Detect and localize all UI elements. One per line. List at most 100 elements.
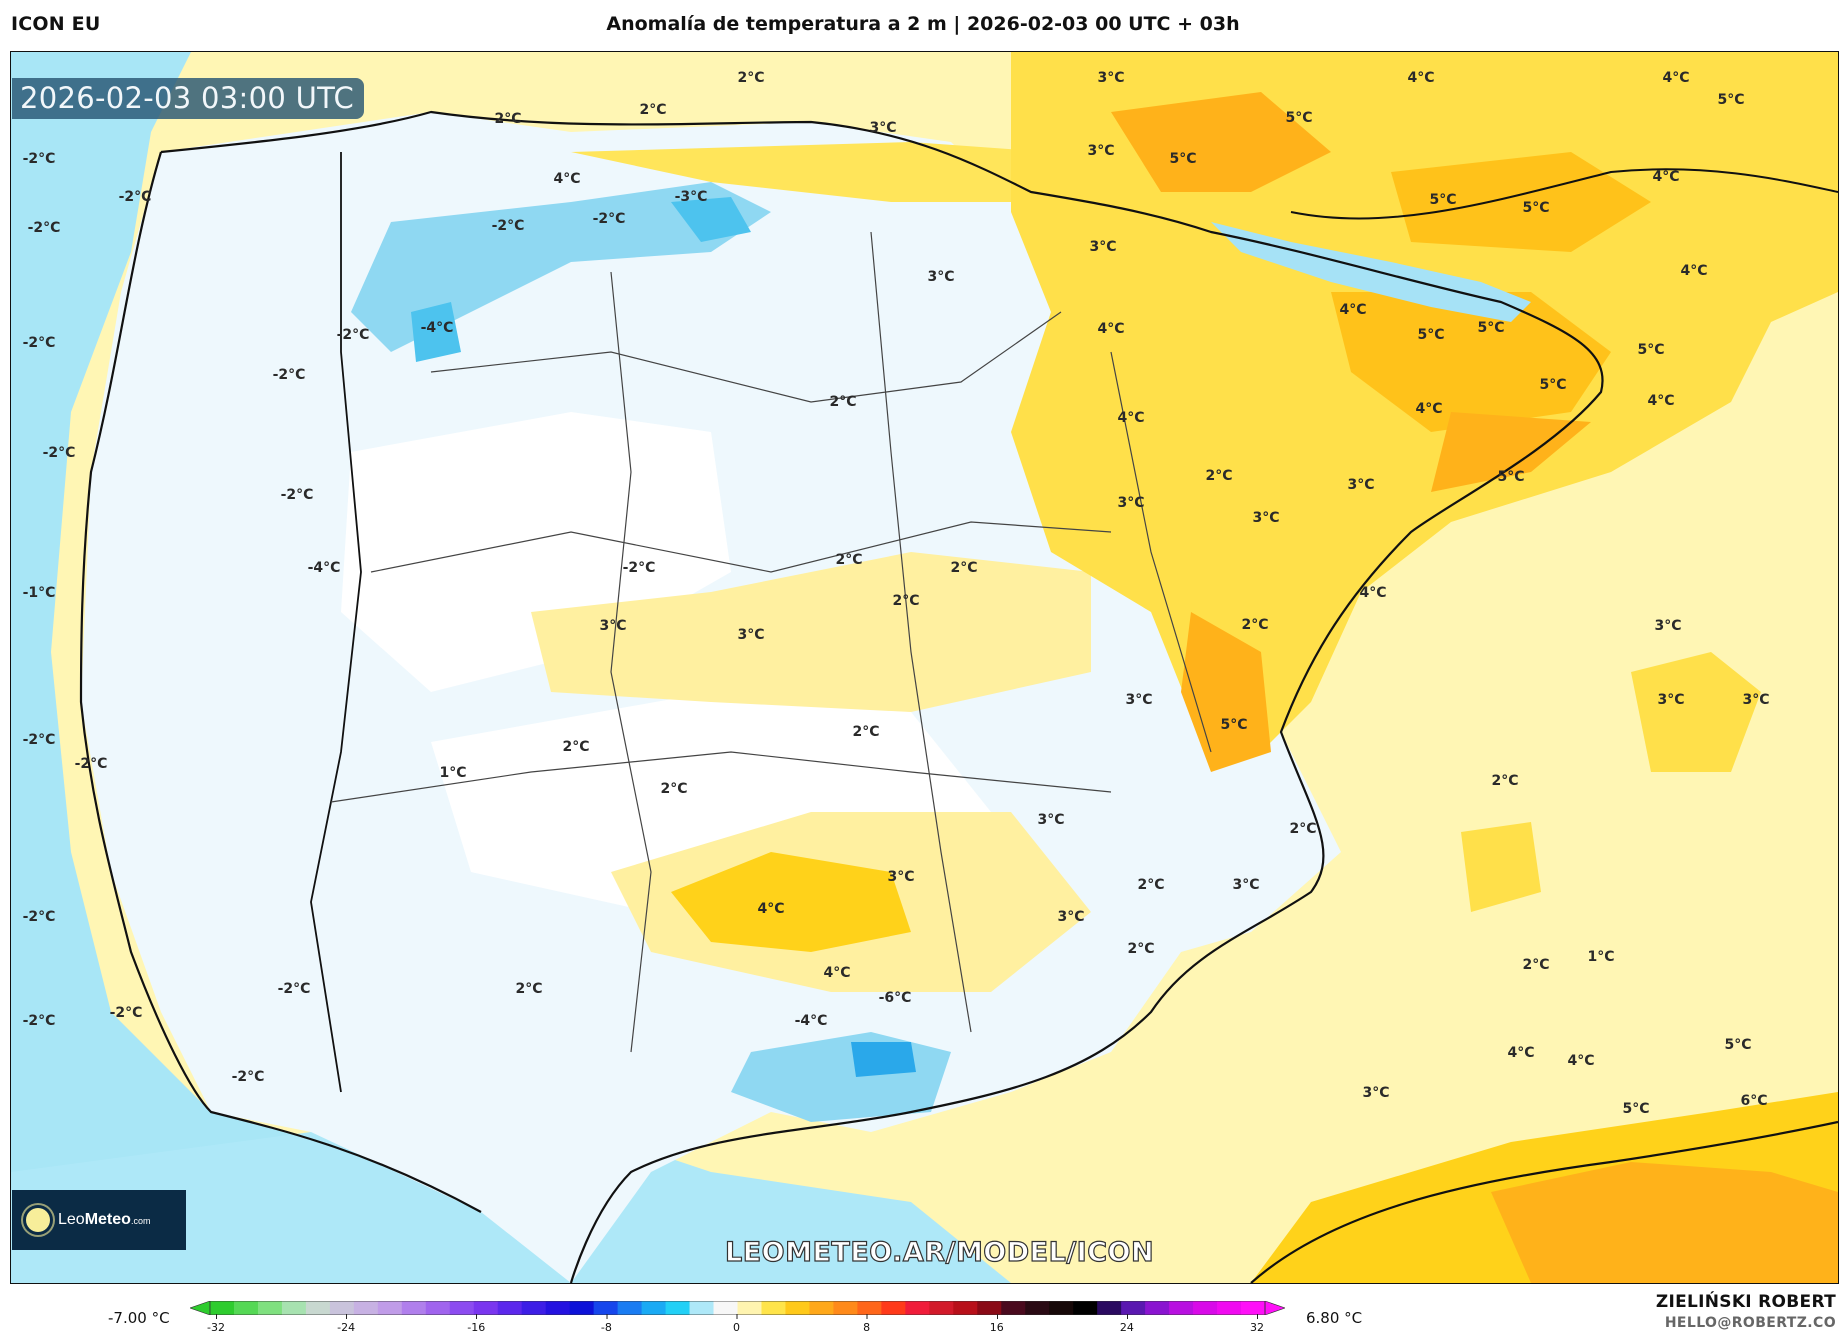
contour-label: 4°C — [1567, 1053, 1595, 1069]
contour-label: 5°C — [1522, 200, 1550, 216]
contour-label: 4°C — [1680, 263, 1708, 279]
contour-label: 5°C — [1169, 151, 1197, 167]
contour-label: 5°C — [1285, 110, 1313, 126]
contour-label: 5°C — [1220, 717, 1248, 733]
contour-label: 3°C — [1742, 692, 1770, 708]
contour-label: 3°C — [1347, 477, 1375, 493]
contour-label: -2°C — [42, 445, 76, 461]
contour-label: 3°C — [1087, 143, 1115, 159]
contour-label: 3°C — [1252, 510, 1280, 526]
contour-label: 4°C — [1097, 321, 1125, 337]
colorbar-max-label: 6.80 °C — [1306, 1309, 1363, 1327]
contour-label: -2°C — [280, 487, 314, 503]
logo-text: LeoMeteo.com — [58, 1211, 151, 1228]
contour-label: -2°C — [592, 211, 626, 227]
map-shading — [11, 52, 1838, 1283]
contour-label: -2°C — [22, 335, 56, 351]
colorbar-tick: 32 — [1250, 1314, 1264, 1334]
colorbar-tick: -24 — [337, 1314, 356, 1334]
contour-label: -2°C — [22, 909, 56, 925]
contour-label: 2°C — [829, 394, 857, 410]
contour-label: -6°C — [878, 990, 912, 1006]
contour-label: 3°C — [1125, 692, 1153, 708]
contour-label: 3°C — [927, 269, 955, 285]
contour-label: 2°C — [660, 781, 688, 797]
contour-label: 2°C — [1137, 877, 1165, 893]
colorbar-tick: -32 — [207, 1314, 225, 1334]
contour-label: -2°C — [74, 756, 108, 772]
contour-label: 3°C — [887, 869, 915, 885]
contour-label: 4°C — [823, 965, 851, 981]
colorbar — [190, 1301, 1285, 1315]
colorbar-tick: 8 — [863, 1314, 871, 1334]
contour-label: 6°C — [1740, 1093, 1768, 1109]
contour-label: -2°C — [491, 218, 525, 234]
contour-label: 4°C — [553, 171, 581, 187]
contour-label: 2°C — [835, 552, 863, 568]
colorbar-tick: 24 — [1119, 1314, 1134, 1334]
contour-label: 2°C — [1522, 957, 1550, 973]
contour-label: 3°C — [599, 618, 627, 634]
contour-label: 1°C — [439, 765, 467, 781]
temperature-anomaly-map: 2°C 3°C 4°C 4°C 5°C 2°C 2°C 3°C 5°C 3°C 5°C -2°C 4°C… — [10, 51, 1839, 1284]
contour-label: 3°C — [1362, 1085, 1390, 1101]
valid-time-badge: 2026-02-03 03:00 UTC — [12, 78, 365, 119]
contour-label: 4°C — [1652, 169, 1680, 185]
contour-label: -2°C — [622, 560, 656, 576]
contour-label: 2°C — [892, 593, 920, 609]
contour-label: 5°C — [1724, 1037, 1752, 1053]
contour-label: 4°C — [1507, 1045, 1535, 1061]
contour-label: 3°C — [1117, 495, 1145, 511]
contour-label: 2°C — [494, 111, 522, 127]
contour-label: 2°C — [1491, 773, 1519, 789]
contour-label: 1°C — [1587, 949, 1615, 965]
contour-label: -2°C — [22, 151, 56, 167]
contour-label: 4°C — [1407, 70, 1435, 86]
contour-label: 3°C — [737, 627, 765, 643]
contour-label: 4°C — [1662, 70, 1690, 86]
contour-label: 5°C — [1417, 327, 1445, 343]
model-name: ICON EU — [11, 13, 101, 35]
contour-label: 5°C — [1622, 1101, 1650, 1117]
contour-label: 4°C — [1415, 401, 1443, 417]
contour-label: 3°C — [1037, 812, 1065, 828]
contour-label: -2°C — [118, 189, 152, 205]
contour-label: 2°C — [852, 724, 880, 740]
contour-label: -2°C — [336, 327, 370, 343]
author-name: ZIELIŃSKI ROBERT — [1655, 1292, 1836, 1312]
contour-label: 4°C — [1647, 393, 1675, 409]
contour-label: -4°C — [420, 320, 454, 336]
contour-label: 4°C — [1339, 302, 1367, 318]
author-credit: ZIELIŃSKI ROBERT HELLO@ROBERTZ.CO — [1656, 1292, 1836, 1331]
contour-label: 3°C — [1097, 70, 1125, 86]
sun-icon — [26, 1208, 50, 1232]
leometeo-logo[interactable]: LeoMeteo.com — [12, 1190, 186, 1250]
contour-label: 3°C — [1232, 877, 1260, 893]
contour-label: -2°C — [22, 732, 56, 748]
contour-label: -2°C — [109, 1005, 143, 1021]
source-watermark: LEOMETEO.AR/MODEL/ICON — [724, 1236, 1155, 1268]
contour-label: 2°C — [1205, 468, 1233, 484]
contour-label: 5°C — [1477, 320, 1505, 336]
contour-label: -2°C — [231, 1069, 265, 1085]
contour-label: -4°C — [307, 560, 341, 576]
contour-label: 2°C — [737, 70, 765, 86]
colorbar-ticks: -32 -24 -16 -8 0 8 16 24 32 — [0, 1314, 1846, 1337]
contour-label: 2°C — [1127, 941, 1155, 957]
contour-label: -2°C — [22, 1013, 56, 1029]
colorbar-tick: -16 — [467, 1314, 486, 1334]
contour-label: 2°C — [639, 102, 667, 118]
contour-label: 3°C — [1654, 618, 1682, 634]
chart-title: Anomalía de temperatura a 2 m | 2026-02-… — [606, 13, 1240, 35]
colorbar-tick: 0 — [733, 1314, 740, 1334]
contour-label: 2°C — [1289, 821, 1317, 837]
colorbar-tick: 16 — [989, 1314, 1004, 1334]
contour-label: 5°C — [1429, 192, 1457, 208]
contour-label: 3°C — [1089, 239, 1117, 255]
contour-label: 3°C — [1057, 909, 1085, 925]
contour-label: 5°C — [1497, 469, 1525, 485]
author-email: HELLO@ROBERTZ.CO — [1664, 1315, 1836, 1331]
contour-label: 3°C — [869, 120, 897, 136]
colorbar-min-label: -7.00 °C — [108, 1309, 170, 1327]
contour-label: 3°C — [1657, 692, 1685, 708]
